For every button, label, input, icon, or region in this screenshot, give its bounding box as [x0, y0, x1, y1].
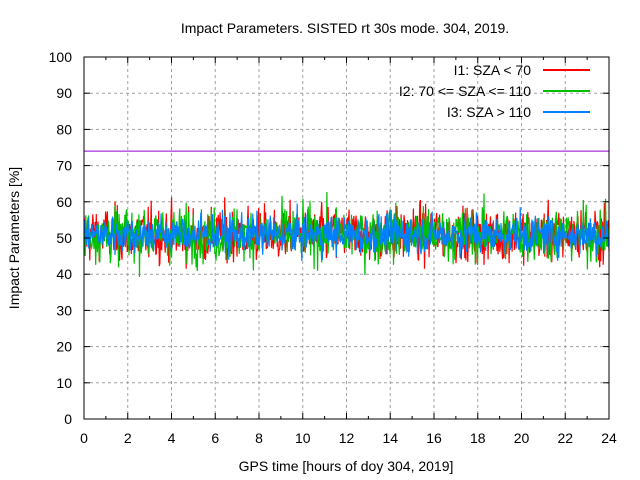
legend-item-2: I2: 70 <= SZA <= 110 — [399, 83, 590, 99]
x-tick-label: 20 — [514, 430, 530, 446]
y-tick-label: 80 — [56, 121, 72, 137]
legend: I1: SZA < 70 I2: 70 <= SZA <= 110 I3: SZA … — [399, 62, 590, 120]
x-tick-label: 4 — [168, 430, 176, 446]
y-tick-label: 50 — [56, 230, 72, 246]
legend-item-1: I1: SZA < 70 — [454, 62, 590, 78]
y-tick-label: 30 — [56, 302, 72, 318]
y-tick-label: 60 — [56, 194, 72, 210]
y-axis-label: Impact Parameters [%] — [6, 167, 22, 309]
x-tick-label: 10 — [295, 430, 311, 446]
x-tick-label: 16 — [426, 430, 442, 446]
legend-label: I2: 70 <= SZA <= 110 — [399, 83, 531, 99]
y-tick-label: 40 — [56, 266, 72, 282]
x-tick-label: 22 — [557, 430, 573, 446]
y-tick-label: 90 — [56, 85, 72, 101]
x-tick-label: 6 — [211, 430, 219, 446]
x-tick-label: 8 — [255, 430, 263, 446]
x-axis-ticks: 0 2 4 6 8 10 12 14 16 18 20 22 24 — [80, 57, 617, 446]
x-axis-label: GPS time [hours of doy 304, 2019] — [239, 458, 454, 474]
series-line-3 — [83, 203, 610, 262]
y-tick-label: 0 — [64, 411, 72, 427]
x-tick-label: 14 — [382, 430, 398, 446]
legend-label: I1: SZA < 70 — [454, 62, 532, 78]
legend-label: I3: SZA > 110 — [447, 104, 531, 120]
chart-title: Impact Parameters. SISTED rt 30s mode. 3… — [181, 20, 509, 36]
x-tick-label: 18 — [470, 430, 486, 446]
x-tick-label: 2 — [124, 430, 132, 446]
x-tick-label: 12 — [339, 430, 355, 446]
y-tick-label: 10 — [56, 375, 72, 391]
plot-area — [83, 191, 610, 278]
y-tick-label: 20 — [56, 339, 72, 355]
x-tick-label: 0 — [80, 430, 88, 446]
y-tick-label: 100 — [49, 49, 73, 65]
y-tick-label: 70 — [56, 158, 72, 174]
y-axis-ticks: 0 10 20 30 40 50 60 70 80 90 100 — [49, 49, 609, 427]
legend-item-3: I3: SZA > 110 — [447, 104, 590, 120]
x-tick-label: 24 — [601, 430, 617, 446]
